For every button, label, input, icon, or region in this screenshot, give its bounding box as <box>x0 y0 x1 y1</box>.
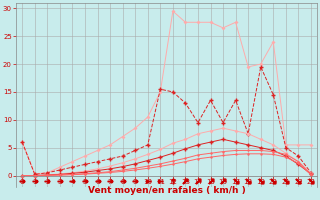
X-axis label: Vent moyen/en rafales ( km/h ): Vent moyen/en rafales ( km/h ) <box>88 186 245 195</box>
